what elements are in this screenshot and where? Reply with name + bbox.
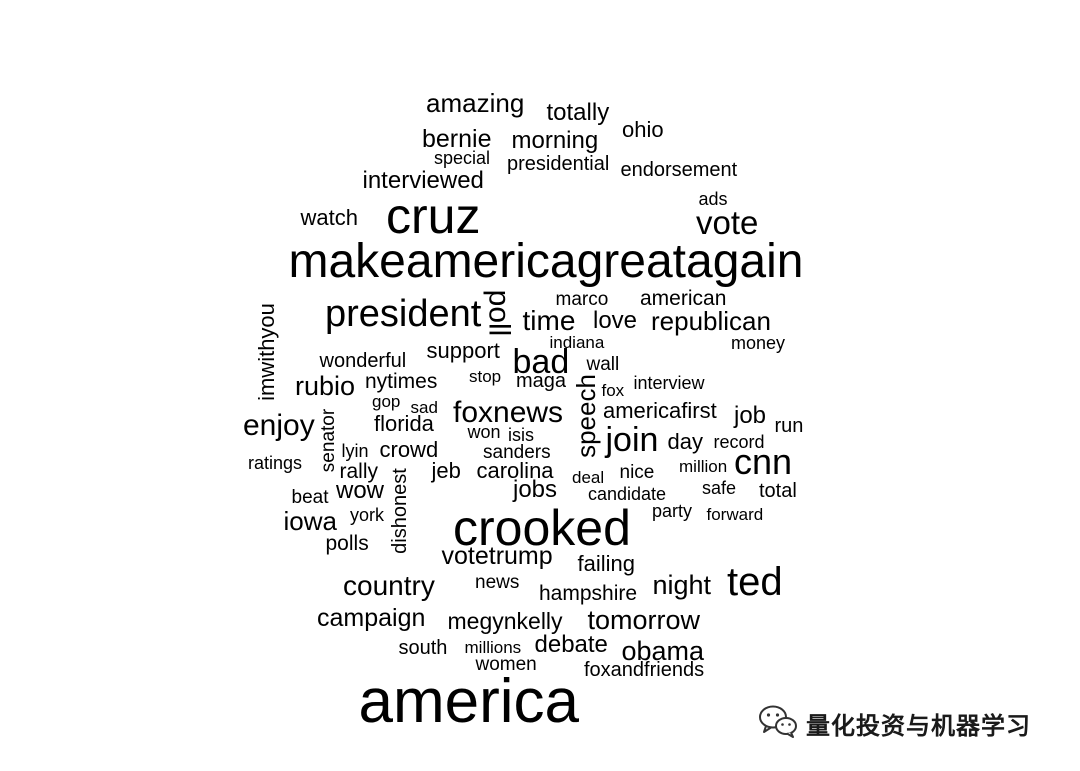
- cloud-word-wall: wall: [586, 353, 620, 375]
- cloud-word-president: president: [325, 293, 482, 335]
- cloud-word-sad: sad: [410, 397, 438, 417]
- cloud-word-women: women: [475, 653, 537, 675]
- cloud-word-job: job: [734, 402, 767, 429]
- cloud-word-bernie: bernie: [422, 124, 492, 153]
- cloud-word-deal: deal: [572, 467, 605, 487]
- cloud-word-maga: maga: [516, 370, 567, 392]
- cloud-word-foxnews: foxnews: [453, 396, 564, 429]
- cloud-word-day: day: [667, 429, 703, 454]
- cloud-word-senator: senator: [317, 408, 339, 472]
- cloud-word-ads: ads: [698, 189, 728, 209]
- cloud-word-cruz: cruz: [386, 188, 481, 244]
- cloud-word-interview: interview: [633, 373, 705, 393]
- cloud-word-megynkelly: megynkelly: [447, 607, 563, 634]
- cloud-word-dishonest: dishonest: [388, 468, 411, 554]
- cloud-word-fox: fox: [601, 380, 625, 400]
- cloud-word-enjoy: enjoy: [243, 409, 315, 442]
- cloud-word-news: news: [475, 571, 520, 593]
- cloud-word-watch: watch: [300, 205, 358, 230]
- cloud-word-candidate: candidate: [588, 484, 667, 504]
- cloud-word-totally: totally: [546, 99, 610, 126]
- cloud-word-beat: beat: [291, 486, 329, 508]
- cloud-word-forward: forward: [706, 504, 764, 524]
- cloud-word-wow: wow: [336, 477, 385, 504]
- cloud-word-iowa: iowa: [283, 506, 337, 536]
- cloud-word-americafirst: americafirst: [603, 398, 717, 423]
- cloud-word-presidential: presidential: [507, 153, 610, 175]
- wechat-icon: [758, 704, 798, 743]
- cloud-word-florida: florida: [374, 411, 434, 436]
- cloud-word-love: love: [593, 307, 638, 334]
- cloud-word-makeamericagreatagain: makeamericagreatagain: [288, 235, 804, 288]
- cloud-word-stop: stop: [469, 366, 502, 386]
- cloud-word-amazing: amazing: [426, 88, 525, 118]
- cloud-word-ted: ted: [727, 560, 783, 604]
- cloud-word-won: won: [467, 422, 501, 442]
- cloud-word-speech: speech: [570, 374, 601, 458]
- cloud-word-money: money: [731, 333, 786, 353]
- cloud-word-marco: marco: [555, 288, 609, 310]
- cloud-word-party: party: [652, 501, 693, 521]
- cloud-word-obama: obama: [621, 635, 705, 666]
- cloud-word-crowd: crowd: [379, 437, 439, 462]
- cloud-word-jobs: jobs: [513, 476, 558, 503]
- cloud-word-gop: gop: [372, 391, 401, 411]
- cloud-word-debate: debate: [534, 631, 608, 658]
- cloud-word-america: america: [358, 667, 580, 736]
- cloud-word-rubio: rubio: [295, 370, 356, 401]
- cloud-word-special: special: [434, 148, 491, 168]
- watermark-text: 量化投资与机器学习: [806, 711, 1031, 740]
- cloud-word-nytimes: nytimes: [365, 369, 438, 393]
- cloud-word-tomorrow: tomorrow: [587, 604, 701, 635]
- cloud-word-republican: republican: [651, 306, 771, 336]
- cloud-word-wonderful: wonderful: [319, 350, 407, 372]
- cloud-word-join: join: [605, 421, 659, 459]
- cloud-word-american: american: [640, 286, 727, 310]
- cloud-word-crooked: crooked: [453, 500, 631, 556]
- cloud-word-bad: bad: [512, 343, 570, 381]
- cloud-word-run: run: [774, 415, 804, 437]
- cloud-word-foxandfriends: foxandfriends: [584, 659, 705, 681]
- cloud-word-country: country: [343, 570, 435, 601]
- cloud-word-york: york: [350, 505, 385, 525]
- cloud-word-failing: failing: [577, 551, 635, 576]
- cloud-word-rally: rally: [339, 459, 379, 483]
- cloud-word-vote: vote: [696, 203, 759, 241]
- cloud-word-hampshire: hampshire: [539, 581, 638, 605]
- cloud-word-carolina: carolina: [476, 458, 554, 483]
- cloud-word-campaign: campaign: [317, 603, 426, 632]
- cloud-word-isis: isis: [508, 425, 534, 445]
- cloud-word-support: support: [426, 338, 500, 363]
- watermark: 量化投资与机器学习: [758, 703, 1031, 743]
- cloud-word-millions: millions: [464, 637, 522, 657]
- cloud-word-million: million: [679, 456, 728, 476]
- cloud-word-interviewed: interviewed: [362, 167, 484, 194]
- cloud-word-polls: polls: [325, 531, 369, 555]
- cloud-word-jeb: jeb: [431, 458, 461, 483]
- cloud-word-sanders: sanders: [483, 441, 551, 463]
- cloud-word-time: time: [522, 305, 576, 336]
- cloud-word-ratings: ratings: [248, 453, 303, 473]
- cloud-word-record: record: [713, 432, 765, 452]
- cloud-word-safe: safe: [702, 478, 737, 498]
- cloud-word-cnn: cnn: [734, 441, 793, 482]
- cloud-word-south: south: [398, 637, 448, 659]
- cloud-word-night: night: [652, 569, 712, 600]
- cloud-word-total: total: [759, 480, 797, 502]
- cloud-word-votetrump: votetrump: [441, 541, 553, 570]
- cloud-word-lyin: lyin: [341, 441, 369, 461]
- cloud-word-indiana: indiana: [549, 332, 605, 352]
- cloud-word-poll: poll: [481, 289, 515, 337]
- cloud-word-morning: morning: [511, 127, 599, 154]
- cloud-word-ohio: ohio: [622, 117, 664, 142]
- cloud-word-imwithyou: imwithyou: [253, 303, 279, 401]
- cloud-word-endorsement: endorsement: [620, 159, 738, 181]
- cloud-word-nice: nice: [619, 461, 655, 483]
